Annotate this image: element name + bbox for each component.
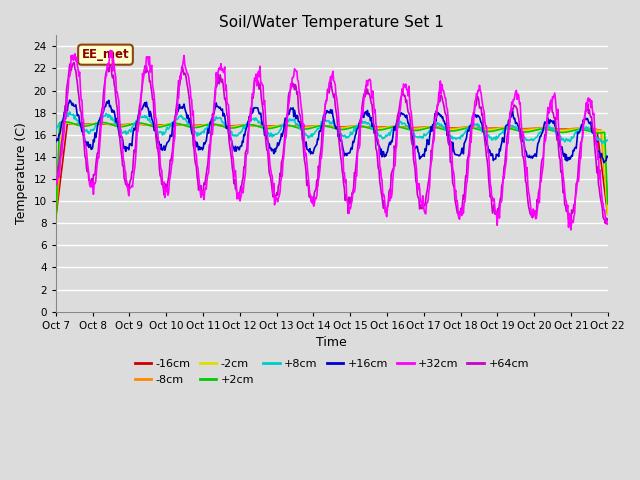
Legend: -16cm, -8cm, -2cm, +2cm, +8cm, +16cm, +32cm, +64cm: -16cm, -8cm, -2cm, +2cm, +8cm, +16cm, +3…: [130, 355, 534, 389]
X-axis label: Time: Time: [316, 336, 347, 349]
Y-axis label: Temperature (C): Temperature (C): [15, 122, 28, 225]
Title: Soil/Water Temperature Set 1: Soil/Water Temperature Set 1: [220, 15, 444, 30]
Text: EE_met: EE_met: [82, 48, 129, 61]
